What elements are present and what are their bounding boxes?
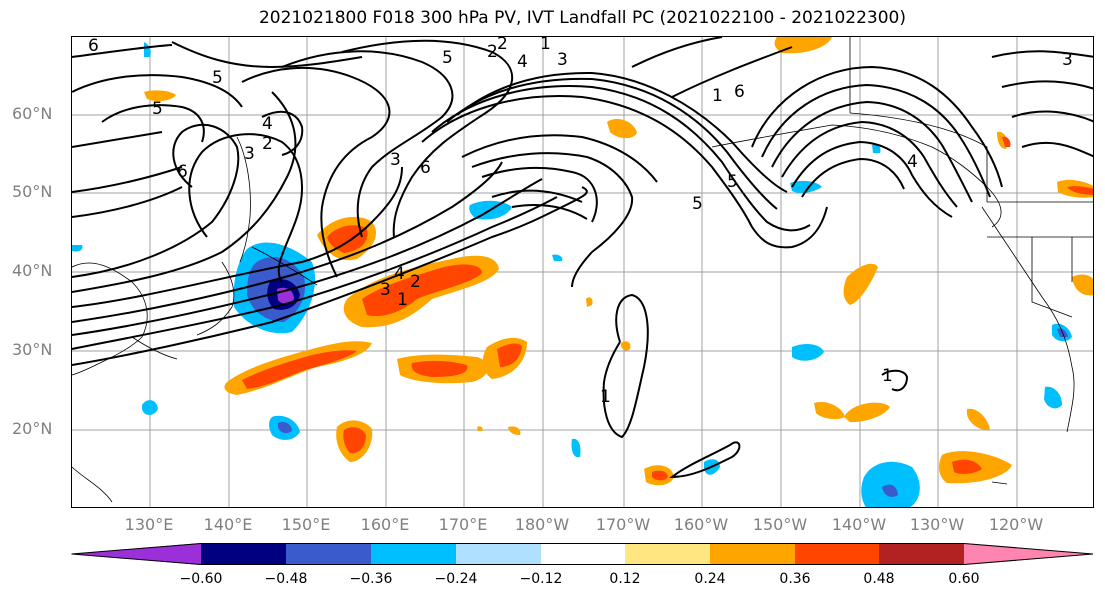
lon-label-150e: 150°E (281, 515, 331, 534)
contour-label: 4 (517, 52, 528, 72)
colorbar-segment (795, 543, 879, 565)
colorbar-tick: 0.48 (863, 571, 895, 587)
colorbar-segment (964, 543, 1093, 565)
lat-label-20n: 20°N (12, 419, 53, 438)
contour-label: 2 (487, 42, 498, 62)
colorbar-tick: 0.24 (694, 571, 726, 587)
lon-label-130w: 130°W (909, 515, 965, 534)
map-panel: 6 5 5 4 3 2 5 6 3 2 1 4 2 3 1 6 5 5 6 4 … (71, 36, 1094, 508)
map-title: 2021021800 F018 300 hPa PV, IVT Landfall… (258, 8, 906, 28)
colorbar-segment (286, 543, 371, 565)
map-canvas: 6 5 5 4 3 2 5 6 3 2 1 4 2 3 1 6 5 5 6 4 … (72, 37, 1093, 507)
lon-label-180w: 180°W (514, 515, 570, 534)
colorbar-segment (371, 543, 456, 565)
contour-label: 4 (262, 114, 273, 134)
contour-label: 1 (397, 290, 408, 310)
lon-label-140e: 140°E (203, 515, 253, 534)
contour-label: 5 (727, 172, 738, 192)
lon-label-130e: 130°E (124, 515, 174, 534)
colorbar-tick: −0.60 (179, 571, 223, 587)
lat-label-40n: 40°N (12, 261, 53, 280)
lat-label-30n: 30°N (12, 340, 53, 359)
colorbar-tick: −0.24 (434, 571, 478, 587)
colorbar-segment (456, 543, 541, 565)
contour-label: 6 (734, 82, 745, 102)
contour-label: 6 (88, 37, 99, 56)
pv-contours (72, 37, 1093, 479)
lon-label-160e: 160°E (360, 515, 410, 534)
contour-label: 2 (410, 272, 421, 292)
contour-label: 4 (907, 152, 918, 172)
contour-label: 1 (712, 86, 723, 106)
colorbar-tick: 0.60 (948, 571, 980, 587)
colorbar-segment (879, 543, 964, 565)
contour-labels: 6 5 5 4 3 2 5 6 3 2 1 4 2 3 1 6 5 5 6 4 … (88, 37, 1073, 407)
contour-label: 5 (152, 99, 163, 119)
contour-label: 3 (390, 150, 401, 170)
contour-label: 5 (212, 68, 223, 88)
colorbar-tick: −0.12 (519, 571, 563, 587)
colorbar-segment (71, 543, 201, 565)
contour-label: 2 (262, 134, 273, 154)
coastlines (72, 37, 1093, 503)
contour-label: 4 (394, 264, 405, 284)
contour-label: 2 (497, 37, 508, 54)
lon-label-150w: 150°W (752, 515, 808, 534)
contour-label: 3 (380, 280, 391, 300)
colorbar-tick: 0.12 (609, 571, 641, 587)
lon-label-160w: 160°W (673, 515, 729, 534)
contour-label: 1 (600, 387, 611, 407)
contour-label: 3 (244, 144, 255, 164)
contour-label: 6 (177, 162, 188, 182)
lon-label-170w: 170°W (595, 515, 651, 534)
contour-label: 6 (420, 158, 431, 178)
lon-label-140w: 140°W (831, 515, 887, 534)
contour-label: 1 (882, 366, 893, 386)
lon-label-170e: 170°E (438, 515, 488, 534)
graticule (72, 37, 1093, 507)
colorbar-segment (541, 543, 625, 565)
lon-label-120w: 120°W (988, 515, 1044, 534)
contour-label: 3 (1062, 50, 1073, 70)
contour-label: 1 (540, 37, 551, 54)
colorbar-tick: −0.36 (349, 571, 393, 587)
colorbar-segment (710, 543, 795, 565)
colorbar-tick: −0.48 (264, 571, 308, 587)
contour-label: 3 (557, 50, 568, 70)
colorbar-segment (625, 543, 710, 565)
contour-label: 5 (692, 194, 703, 214)
colorbar-tick: 0.36 (779, 571, 811, 587)
colorbar (71, 543, 1094, 565)
lat-label-60n: 60°N (12, 104, 53, 123)
contour-label: 5 (442, 48, 453, 68)
colorbar-segment (201, 543, 286, 565)
lat-label-50n: 50°N (12, 182, 53, 201)
